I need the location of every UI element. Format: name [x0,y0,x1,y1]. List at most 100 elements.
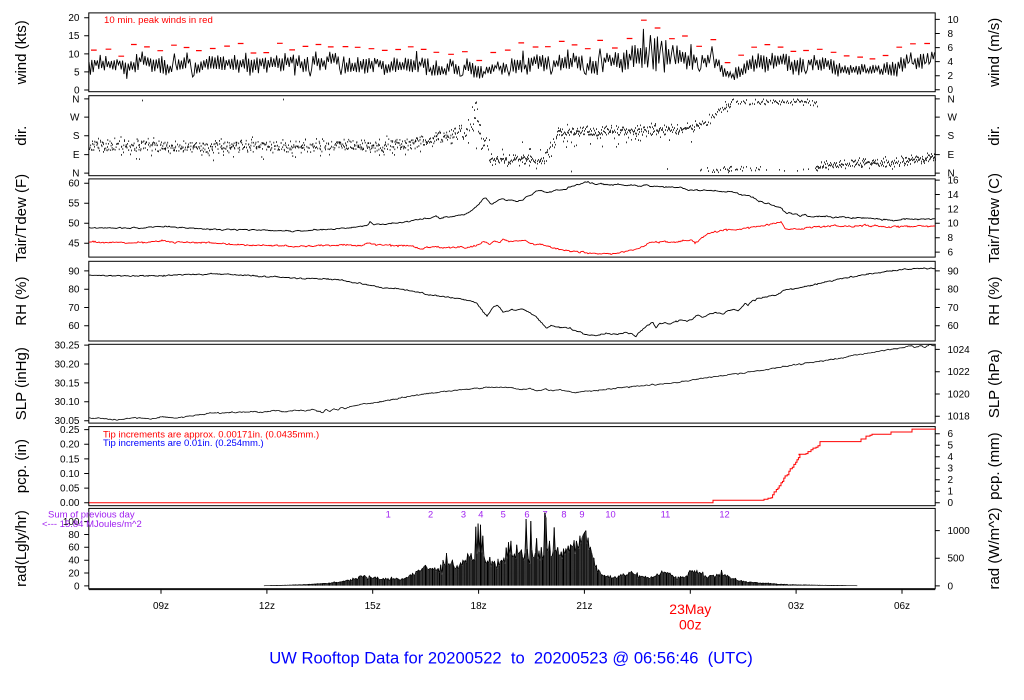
svg-text:wind (m/s): wind (m/s) [986,18,1003,88]
svg-text:12z: 12z [259,601,275,612]
svg-text:SLP (hPa): SLP (hPa) [986,349,1003,418]
svg-text:50: 50 [68,219,80,230]
svg-text:30.20: 30.20 [54,359,79,370]
svg-text:rad (W/m^2): rad (W/m^2) [986,507,1003,589]
svg-text:0: 0 [74,85,80,96]
svg-text:S: S [73,131,80,142]
svg-text:pcp. (mm): pcp. (mm) [986,432,1003,500]
svg-text:30.05: 30.05 [54,416,79,427]
svg-text:6: 6 [948,429,954,440]
svg-text:21z: 21z [576,601,592,612]
svg-text:4: 4 [948,57,954,68]
svg-text:dir.: dir. [986,126,1003,146]
svg-text:0: 0 [948,85,954,96]
svg-text:Sum of previous day: Sum of previous day [48,510,135,521]
svg-text:E: E [73,150,80,161]
svg-text:N: N [72,169,79,180]
svg-text:6: 6 [948,43,954,54]
svg-text:wind (kts): wind (kts) [13,20,30,85]
svg-text:1020: 1020 [948,389,971,400]
svg-text:N: N [948,94,955,105]
svg-text:3: 3 [461,510,466,520]
svg-text:12: 12 [948,204,960,215]
svg-text:W: W [948,113,958,124]
svg-text:09z: 09z [153,601,169,612]
svg-text:20: 20 [68,13,80,24]
svg-text:5: 5 [948,441,954,452]
svg-text:15z: 15z [365,601,381,612]
svg-text:4: 4 [948,452,954,463]
svg-text:1018: 1018 [948,412,971,423]
svg-text:06z: 06z [894,601,910,612]
svg-text:UW Rooftop Data for 20200522: UW Rooftop Data for 20200522 to 20200523… [269,649,753,668]
svg-text:<--- 15.84 MJoules/m^2: <--- 15.84 MJoules/m^2 [42,519,142,530]
svg-text:Tip increments are 0.01in. (0.: Tip increments are 0.01in. (0.254mm.) [103,438,264,449]
svg-text:00z: 00z [679,616,702,632]
svg-text:Tip increments are approx. 0.0: Tip increments are approx. 0.00171in. (0… [103,430,319,441]
svg-text:60: 60 [68,179,80,190]
svg-text:0.25: 0.25 [60,425,80,436]
svg-text:18z: 18z [471,601,487,612]
svg-text:0.10: 0.10 [60,469,80,480]
svg-text:60: 60 [948,321,960,332]
svg-text:W: W [70,113,80,124]
svg-text:70: 70 [948,303,960,314]
svg-text:40: 40 [68,556,80,567]
svg-text:0.15: 0.15 [60,454,80,465]
svg-text:80: 80 [948,285,960,296]
svg-text:8: 8 [948,233,954,244]
svg-text:0.00: 0.00 [60,498,80,509]
svg-text:0: 0 [948,498,954,509]
svg-text:14: 14 [948,190,960,201]
svg-text:45: 45 [68,239,80,250]
svg-text:16: 16 [948,176,960,187]
svg-text:30.25: 30.25 [54,341,79,352]
svg-text:S: S [948,131,955,142]
svg-text:1: 1 [386,510,391,520]
svg-text:6: 6 [948,248,954,259]
svg-text:1024: 1024 [948,345,971,356]
svg-text:10 min. peak winds in red: 10 min. peak winds in red [104,15,213,26]
svg-text:10: 10 [948,15,960,26]
svg-text:11: 11 [661,510,671,520]
svg-text:1022: 1022 [948,367,971,378]
svg-text:SLP (inHg): SLP (inHg) [13,347,30,420]
svg-text:1000: 1000 [948,526,971,537]
svg-text:100: 100 [63,517,80,528]
svg-text:5: 5 [74,67,80,78]
svg-text:pcp. (in): pcp. (in) [13,439,30,493]
svg-text:8: 8 [561,510,566,520]
svg-text:Tair/Tdew (F): Tair/Tdew (F) [13,174,30,262]
svg-text:30.10: 30.10 [54,397,79,408]
svg-text:10: 10 [68,49,80,60]
svg-text:N: N [948,169,955,180]
svg-text:2: 2 [948,475,954,486]
svg-text:55: 55 [68,199,80,210]
svg-text:30.15: 30.15 [54,378,79,389]
svg-text:9: 9 [579,510,584,520]
svg-text:80: 80 [68,285,80,296]
svg-text:15: 15 [68,31,80,42]
svg-text:90: 90 [948,266,960,277]
svg-text:500: 500 [948,554,965,565]
svg-text:23May: 23May [669,601,711,617]
svg-text:8: 8 [948,29,954,40]
svg-text:0: 0 [948,581,954,592]
svg-text:N: N [72,94,79,105]
svg-text:E: E [948,150,955,161]
svg-text:90: 90 [68,266,80,277]
svg-text:RH (%): RH (%) [986,277,1003,326]
svg-text:80: 80 [68,530,80,541]
svg-text:60: 60 [68,321,80,332]
svg-text:3: 3 [948,464,954,475]
svg-text:0.20: 0.20 [60,440,80,451]
svg-text:0: 0 [74,581,80,592]
svg-text:6: 6 [524,510,529,520]
svg-text:10: 10 [605,510,615,520]
svg-text:dir.: dir. [13,126,30,146]
svg-text:RH (%): RH (%) [13,277,30,326]
svg-text:03z: 03z [788,601,804,612]
svg-text:70: 70 [68,303,80,314]
svg-text:10: 10 [948,219,960,230]
svg-text:2: 2 [428,510,433,520]
